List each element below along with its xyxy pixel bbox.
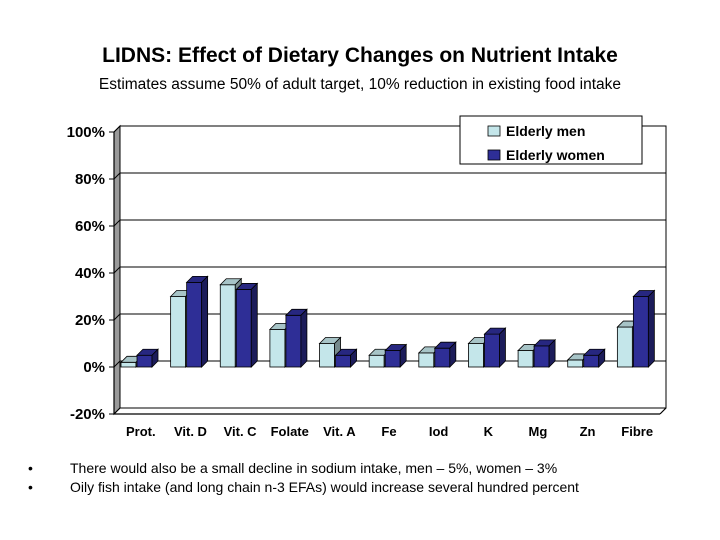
bullet-list: • There would also be a small decline in… bbox=[28, 459, 579, 497]
gridline-depth bbox=[113, 172, 121, 180]
y-tick-label: 100% bbox=[67, 124, 105, 141]
x-category-label: Mg bbox=[529, 424, 548, 439]
y-tick-label: 40% bbox=[75, 265, 105, 282]
bar-side-face bbox=[151, 348, 159, 368]
x-category-label: Folate bbox=[271, 424, 309, 439]
bar-side-face bbox=[449, 341, 457, 368]
y-tick-label: 0% bbox=[83, 359, 105, 376]
x-category-label: Fe bbox=[381, 424, 396, 439]
bar-men bbox=[616, 326, 633, 368]
bullet-dot-icon: • bbox=[28, 460, 33, 476]
bar-women bbox=[384, 350, 401, 368]
bar-side-face bbox=[499, 327, 506, 368]
gridline-depth bbox=[113, 360, 121, 368]
bar-men bbox=[170, 296, 187, 368]
x-category-label: Iod bbox=[429, 424, 449, 439]
bar-side-face bbox=[399, 343, 407, 368]
x-category-label: K bbox=[484, 424, 494, 439]
bar-men bbox=[219, 284, 236, 368]
y-tick-label: -20% bbox=[70, 406, 105, 423]
bar-side-face bbox=[350, 348, 357, 368]
bar-side-face bbox=[250, 282, 258, 368]
bar-women bbox=[434, 347, 451, 368]
legend-label: Elderly men bbox=[506, 123, 585, 139]
bar-men bbox=[517, 350, 534, 368]
bullet-item: • Oily fish intake (and long chain n-3 E… bbox=[28, 478, 579, 497]
bar-side-face bbox=[300, 308, 308, 368]
bar-men bbox=[120, 361, 137, 368]
x-category-label: Fibre bbox=[621, 424, 653, 439]
y-tick-label: 80% bbox=[75, 171, 105, 188]
bullet-dot-icon: • bbox=[28, 479, 33, 495]
bar-women bbox=[533, 345, 550, 368]
y-tick-label: 20% bbox=[75, 312, 105, 329]
bar-women bbox=[484, 333, 500, 368]
bar-women bbox=[285, 314, 302, 368]
legend-swatch bbox=[487, 149, 501, 161]
gridline-depth bbox=[113, 407, 121, 415]
x-category-label: Prot. bbox=[126, 424, 156, 439]
gridline-depth bbox=[113, 125, 121, 133]
x-category-label: Vit. A bbox=[323, 424, 356, 439]
x-category-label: Vit. D bbox=[174, 424, 207, 439]
bar-men bbox=[368, 354, 385, 368]
bullet-item: • There would also be a small decline in… bbox=[28, 459, 579, 478]
bar-men bbox=[468, 343, 484, 368]
bar-women bbox=[186, 281, 203, 368]
x-category-label: Vit. C bbox=[224, 424, 258, 439]
bullet-text: There would also be a small decline in s… bbox=[70, 460, 558, 476]
bar-women bbox=[335, 354, 351, 368]
gridline-depth bbox=[113, 266, 121, 274]
bar-side-face bbox=[548, 338, 556, 368]
gridline-depth bbox=[113, 313, 121, 321]
bar-side-face bbox=[201, 275, 209, 368]
bullet-text: Oily fish intake (and long chain n-3 EFA… bbox=[70, 479, 579, 495]
slide-subtitle: Estimates assume 50% of adult target, 10… bbox=[98, 76, 622, 93]
bar-side-face bbox=[598, 348, 606, 368]
bar-women bbox=[235, 289, 252, 368]
x-category-label: Zn bbox=[580, 424, 596, 439]
bar-women bbox=[583, 354, 600, 368]
x-axis-floor-depth bbox=[659, 407, 667, 415]
bar-women bbox=[632, 296, 649, 368]
bar-men bbox=[567, 359, 584, 368]
bar-men bbox=[418, 352, 435, 368]
bar-men bbox=[319, 343, 335, 368]
slide-title: LIDNS: Effect of Dietary Changes on Nutr… bbox=[102, 44, 618, 67]
gridline-depth bbox=[113, 219, 121, 227]
legend-swatch bbox=[487, 125, 501, 137]
bar-men bbox=[269, 328, 286, 368]
bar-women bbox=[136, 354, 153, 368]
y-tick-label: 60% bbox=[75, 218, 105, 235]
bar-side-face bbox=[647, 289, 655, 368]
legend-label: Elderly women bbox=[506, 147, 605, 163]
